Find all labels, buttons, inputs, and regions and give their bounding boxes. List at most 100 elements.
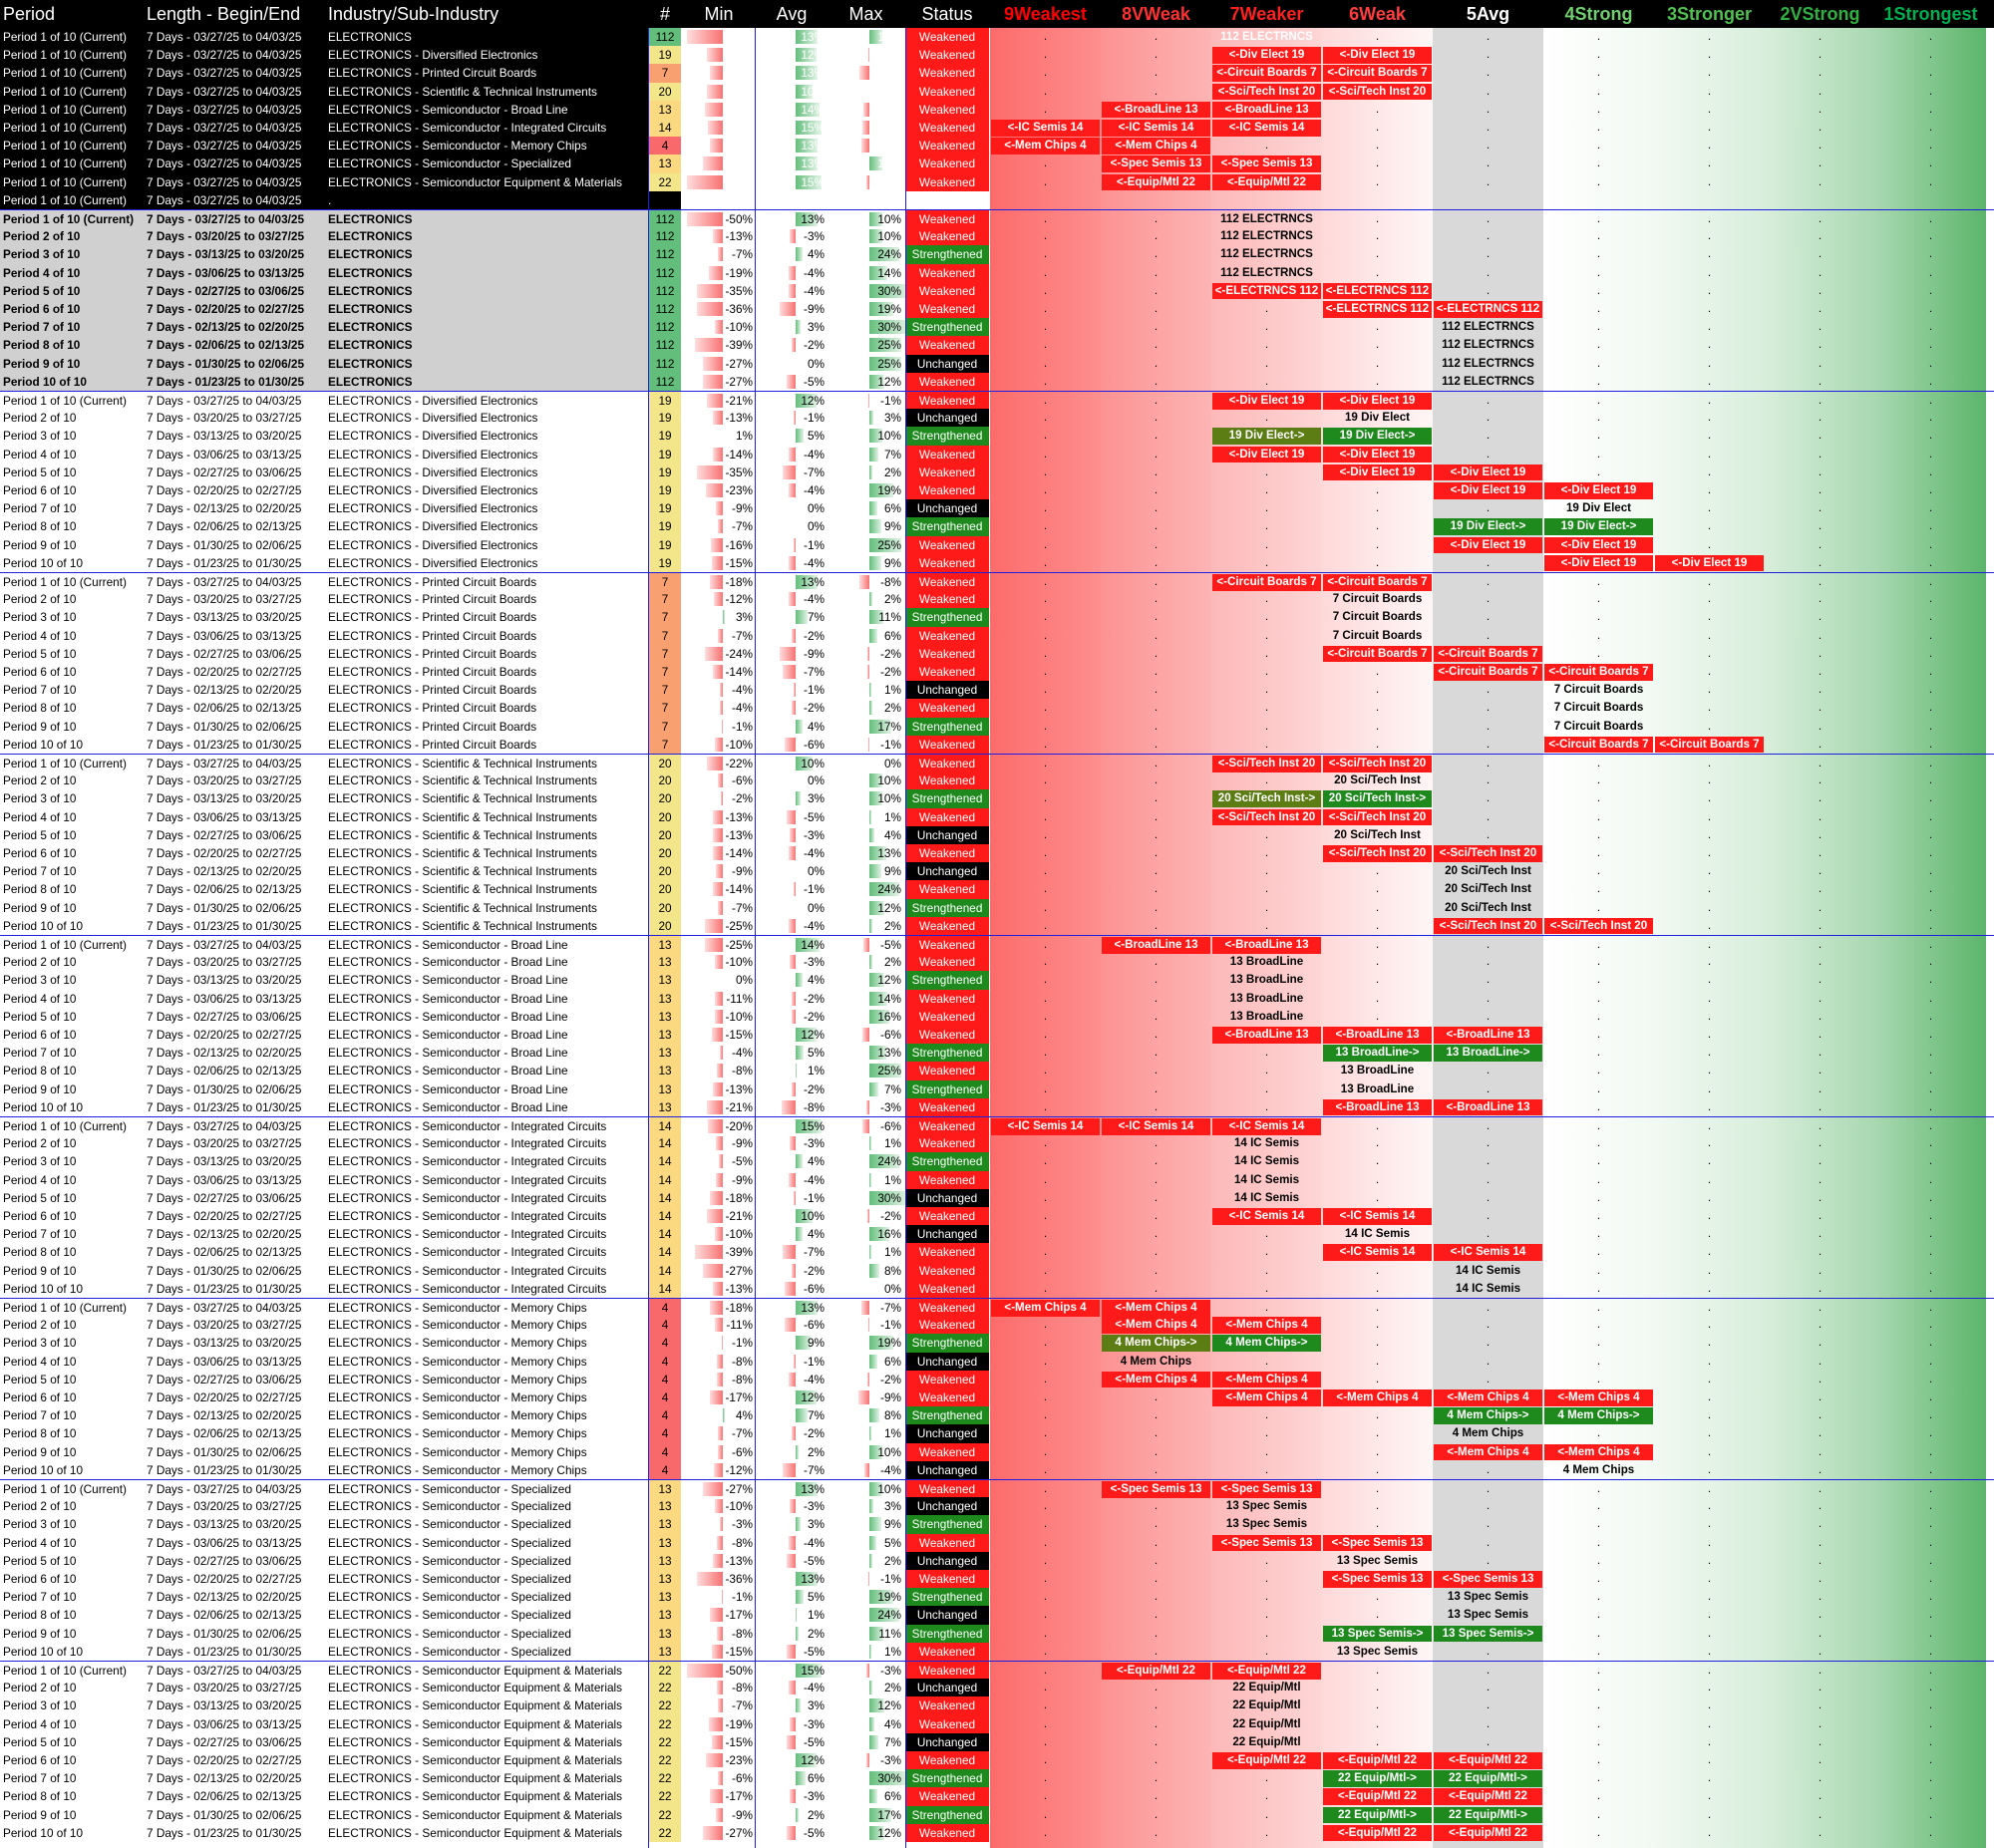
max-cell[interactable]: 2% xyxy=(829,1679,903,1696)
avg-cell[interactable]: -4% xyxy=(757,446,827,463)
rank-label[interactable]: <-IC Semis 14 xyxy=(1434,1244,1542,1261)
max-cell[interactable]: 14% xyxy=(829,990,903,1008)
table-row[interactable]: Period 4 of 10 7 Days - 03/06/25 to 03/13… xyxy=(0,263,1994,282)
max-cell[interactable]: 24% xyxy=(829,1606,903,1624)
header-rank-8[interactable]: 8VWeak xyxy=(1122,4,1190,24)
avg-cell[interactable]: -5% xyxy=(757,808,827,826)
max-cell[interactable]: 2% xyxy=(829,1552,903,1570)
min-cell[interactable]: -9% xyxy=(683,1134,755,1152)
avg-cell[interactable]: -5% xyxy=(757,1643,827,1661)
table-row[interactable]: Period 8 of 10 7 Days - 02/06/25 to 02/13… xyxy=(0,336,1994,355)
max-cell[interactable]: 2% xyxy=(829,953,903,971)
rank-label[interactable]: 19 Div Elect xyxy=(1344,411,1411,425)
max-cell[interactable]: 10% xyxy=(829,771,903,789)
rank-label[interactable]: 13 Spec Semis xyxy=(1336,1644,1419,1658)
rank-label[interactable]: <-Equip/Mtl 22 xyxy=(1212,173,1321,191)
table-row[interactable]: Period 5 of 10 7 Days - 02/27/25 to 03/06… xyxy=(0,1551,1994,1570)
max-cell[interactable]: 24% xyxy=(829,880,903,898)
avg-cell[interactable]: -3% xyxy=(757,1787,827,1805)
avg-cell[interactable]: 14% xyxy=(757,936,827,954)
avg-cell[interactable]: 10% xyxy=(757,83,827,101)
min-cell[interactable]: -35% xyxy=(683,282,755,300)
table-row[interactable]: Period 1 of 10 (Current) 7 Days - 03/27/2… xyxy=(0,190,1994,209)
rank-label[interactable]: <-Div Elect 19 xyxy=(1434,463,1542,481)
rank-label[interactable]: 20 Sci/Tech Inst xyxy=(1334,827,1421,841)
avg-cell[interactable]: 4% xyxy=(757,245,827,263)
table-row[interactable]: Period 4 of 10 7 Days - 03/06/25 to 03/13… xyxy=(0,1170,1994,1189)
max-cell[interactable]: 8% xyxy=(829,1406,903,1424)
rank-label[interactable]: 22 Equip/Mtl xyxy=(1232,1698,1301,1712)
max-cell[interactable]: 3% xyxy=(829,1497,903,1515)
avg-cell[interactable]: -2% xyxy=(757,336,827,354)
avg-cell[interactable]: -2% xyxy=(757,627,827,645)
rank-label[interactable]: 13 BroadLine xyxy=(1229,1009,1304,1023)
table-row[interactable]: Period 1 of 10 (Current) 7 Days - 03/27/2… xyxy=(0,64,1994,83)
avg-cell[interactable]: 12% xyxy=(757,392,827,410)
rank-label[interactable]: <-Equip/Mtl 22 xyxy=(1212,1752,1321,1769)
avg-cell[interactable]: -4% xyxy=(757,590,827,608)
avg-cell[interactable]: -2% xyxy=(757,1008,827,1026)
rank-label[interactable]: 20 Sci/Tech Inst xyxy=(1445,882,1531,896)
min-cell[interactable]: -6% xyxy=(683,1443,755,1461)
rank-label[interactable]: <-Div Elect 19 xyxy=(1212,446,1321,463)
rank-label[interactable]: <-IC Semis 14 xyxy=(1212,120,1321,137)
rank-label[interactable]: <-Sci/Tech Inst 20 xyxy=(1212,756,1321,772)
rank-label[interactable]: 112 ELECTRNCS xyxy=(1442,338,1534,352)
max-cell[interactable]: 13% xyxy=(829,1044,903,1062)
rank-label[interactable]: <-Equip/Mtl 22 xyxy=(1434,1824,1542,1842)
header-length[interactable]: Length - Begin/End xyxy=(147,4,301,24)
avg-cell[interactable]: 5% xyxy=(757,1044,827,1062)
rank-label[interactable]: <-Mem Chips 4 xyxy=(1544,1389,1653,1406)
header-max[interactable]: Max xyxy=(848,4,883,24)
rank-label[interactable]: 14 IC Semis xyxy=(1344,1227,1411,1241)
table-row[interactable]: Period 4 of 10 7 Days - 03/06/25 to 03/13… xyxy=(0,807,1994,826)
min-cell[interactable]: -6% xyxy=(683,771,755,789)
rank-label[interactable]: 22 Equip/Mtl-> xyxy=(1323,1770,1432,1787)
min-cell[interactable]: -17% xyxy=(683,1606,755,1624)
table-row[interactable]: Period 4 of 10 7 Days - 03/06/25 to 03/13… xyxy=(0,445,1994,463)
avg-cell[interactable]: 7% xyxy=(757,1406,827,1424)
min-cell[interactable]: -8% xyxy=(683,1371,755,1388)
table-row[interactable]: Period 1 of 10 (Current) 7 Days - 03/27/2… xyxy=(0,137,1994,155)
header-period[interactable]: Period xyxy=(3,4,56,24)
rank-label[interactable]: <-Div Elect 19 xyxy=(1544,554,1653,572)
avg-cell[interactable]: 0% xyxy=(757,517,827,535)
max-cell[interactable]: 17% xyxy=(829,718,903,736)
min-cell[interactable]: 4% xyxy=(683,1406,755,1424)
rank-label[interactable]: 13 BroadLine-> xyxy=(1323,1045,1432,1062)
table-row[interactable]: Period 1 of 10 (Current) 7 Days - 03/27/2… xyxy=(0,100,1994,119)
avg-cell[interactable]: -1% xyxy=(757,1353,827,1371)
rank-label[interactable]: <-Mem Chips 4 xyxy=(1434,1443,1542,1461)
min-cell[interactable]: -36% xyxy=(683,300,755,318)
table-row[interactable]: Period 3 of 10 7 Days - 03/13/25 to 03/20… xyxy=(0,245,1994,264)
avg-cell[interactable]: -4% xyxy=(757,1371,827,1388)
header-rank-7[interactable]: 7Weaker xyxy=(1229,4,1304,24)
rank-label[interactable]: 22 Equip/Mtl xyxy=(1232,1734,1301,1748)
rank-label[interactable]: <-Div Elect 19 xyxy=(1544,536,1653,554)
min-cell[interactable]: -23% xyxy=(683,481,755,499)
max-cell[interactable]: 6% xyxy=(829,499,903,517)
max-cell[interactable]: 5% xyxy=(829,1534,903,1552)
max-cell[interactable]: -1% xyxy=(829,1316,903,1334)
avg-cell[interactable]: -3% xyxy=(757,953,827,971)
avg-cell[interactable]: -1% xyxy=(757,880,827,898)
avg-cell[interactable]: 4% xyxy=(757,971,827,989)
max-cell[interactable]: 0% xyxy=(829,755,903,772)
table-row[interactable]: Period 4 of 10 7 Days - 03/06/25 to 03/13… xyxy=(0,1714,1994,1733)
table-row[interactable]: Period 6 of 10 7 Days - 02/20/25 to 02/27… xyxy=(0,844,1994,863)
rank-label[interactable]: <-Circuit Boards 7 xyxy=(1544,664,1653,681)
rank-label[interactable]: <-Circuit Boards 7 xyxy=(1323,574,1432,591)
rank-label[interactable]: <-Circuit Boards 7 xyxy=(1544,736,1653,754)
rank-label[interactable]: <-Mem Chips 4 xyxy=(991,138,1100,154)
avg-cell[interactable]: 3% xyxy=(757,789,827,807)
rank-label[interactable]: 4 Mem Chips-> xyxy=(1212,1335,1321,1352)
min-cell[interactable]: -11% xyxy=(683,1316,755,1334)
max-cell[interactable]: 10% xyxy=(829,1480,903,1498)
table-row[interactable]: Period 4 of 10 7 Days - 03/06/25 to 03/13… xyxy=(0,626,1994,645)
table-row[interactable]: Period 5 of 10 7 Days - 02/27/25 to 03/06… xyxy=(0,1007,1994,1026)
avg-cell[interactable]: -8% xyxy=(757,1098,827,1116)
header-rank-4[interactable]: 4Strong xyxy=(1564,4,1633,24)
table-row[interactable]: Period 5 of 10 7 Days - 02/27/25 to 03/06… xyxy=(0,1732,1994,1751)
rank-label[interactable]: <-Mem Chips 4 xyxy=(1212,1317,1321,1334)
max-cell[interactable]: 4% xyxy=(829,1715,903,1733)
